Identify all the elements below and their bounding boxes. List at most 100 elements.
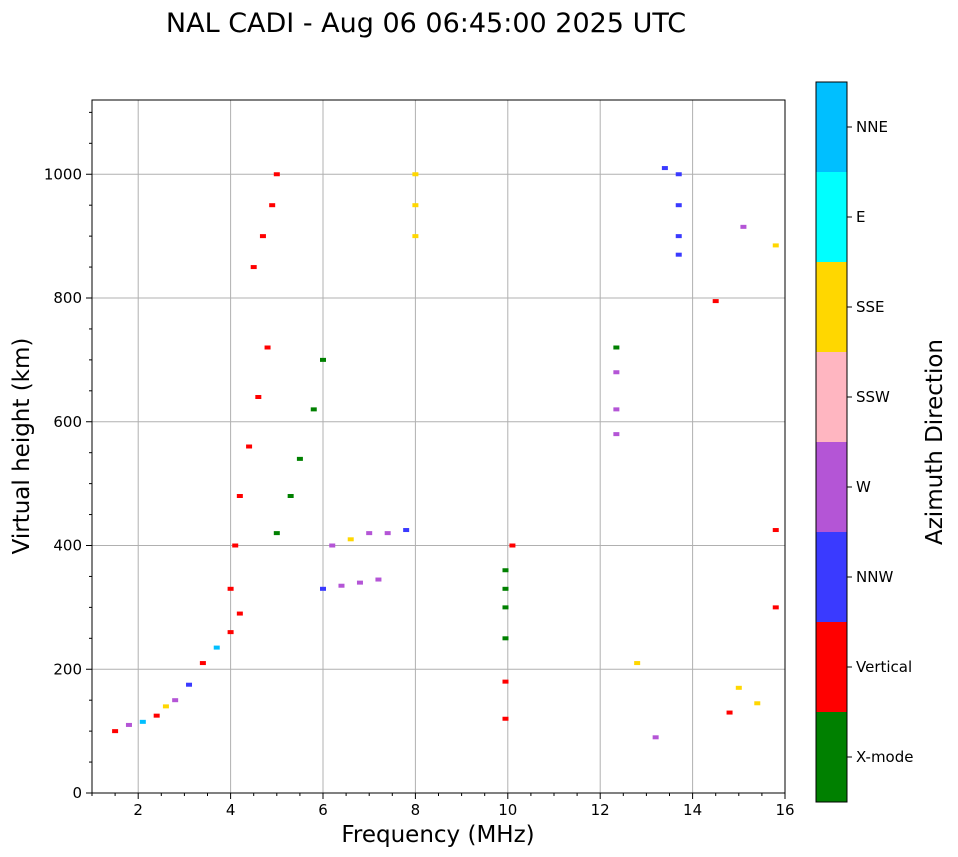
colorbar-segment-e — [816, 172, 847, 262]
echo-point-vertical — [502, 716, 509, 721]
colorbar-segment-ssw — [816, 352, 847, 442]
colorbar-label: Azimuth Direction — [922, 339, 948, 545]
x-axis-label: Frequency (MHz) — [341, 822, 534, 848]
echo-point-vertical — [227, 586, 234, 591]
x-tick-label: 10 — [498, 801, 517, 819]
echo-point-w — [740, 224, 747, 229]
echo-point-w — [172, 698, 179, 703]
x-tick-label: 4 — [226, 801, 236, 819]
y-tick-label: 0 — [72, 784, 82, 802]
echo-point-x-mode — [296, 456, 303, 461]
echo-point-w — [613, 432, 620, 437]
colorbar-tick-label: SSW — [856, 388, 890, 406]
echo-point-vertical — [712, 299, 719, 304]
data-points — [112, 166, 779, 740]
echo-point-vertical — [726, 710, 733, 715]
echo-point-nnw — [675, 172, 682, 177]
echo-point-nne — [139, 719, 146, 724]
echo-point-vertical — [153, 713, 160, 718]
echo-point-vertical — [264, 345, 271, 350]
echo-point-nne — [213, 645, 220, 650]
y-tick-label: 600 — [53, 413, 82, 431]
echo-point-sse — [735, 685, 742, 690]
echo-point-x-mode — [502, 605, 509, 610]
echo-point-w — [329, 543, 336, 548]
echo-point-w — [375, 577, 382, 582]
echo-point-nnw — [675, 203, 682, 208]
echo-point-vertical — [246, 444, 253, 449]
chart-title: NAL CADI - Aug 06 06:45:00 2025 UTC — [166, 8, 686, 39]
y-axis-label: Virtual height (km) — [9, 338, 35, 555]
echo-point-vertical — [250, 265, 257, 270]
echo-point-sse — [754, 701, 761, 706]
echo-point-vertical — [772, 605, 779, 610]
echo-point-sse — [162, 704, 169, 709]
echo-point-vertical — [236, 494, 243, 498]
echo-point-x-mode — [320, 357, 326, 362]
echo-point-vertical — [509, 543, 516, 548]
echo-point-x-mode — [310, 407, 317, 412]
y-tick-label: 400 — [53, 537, 82, 555]
echo-point-nnw — [675, 252, 682, 257]
echo-point-nnw — [661, 166, 668, 171]
echo-point-w — [356, 580, 363, 585]
echo-point-w — [613, 370, 620, 375]
echo-point-w — [366, 531, 373, 536]
echo-point-vertical — [112, 729, 119, 734]
echo-point-sse — [634, 661, 641, 666]
echo-point-nnw — [403, 528, 410, 533]
echo-point-vertical — [227, 630, 234, 635]
echo-point-x-mode — [502, 586, 509, 591]
grid-lines — [92, 100, 786, 794]
colorbar-tick-label: W — [856, 478, 871, 496]
echo-point-w — [652, 735, 659, 740]
x-tick-label: 6 — [318, 801, 328, 819]
echo-point-x-mode — [613, 345, 620, 350]
echo-point-sse — [347, 537, 354, 542]
x-tick-label: 2 — [133, 801, 143, 819]
colorbar-tick-label: SSE — [856, 298, 885, 316]
colorbar-tick-label: NNE — [856, 118, 888, 136]
echo-point-w — [338, 583, 345, 588]
colorbar-segment-nnw — [816, 532, 847, 622]
echo-point-sse — [412, 234, 419, 239]
colorbar-segment-nne — [816, 82, 847, 172]
echo-point-vertical — [772, 528, 779, 533]
x-tick-label: 16 — [775, 801, 794, 819]
echo-point-vertical — [232, 543, 239, 548]
echo-point-nnw — [320, 586, 326, 591]
y-tick-label: 1000 — [44, 165, 82, 183]
colorbar-tick-label: Vertical — [856, 658, 912, 676]
echo-point-vertical — [259, 234, 266, 239]
echo-point-nnw — [186, 682, 193, 687]
axis-ticks: 2 4 6 8 10 12 14 16 0 200 400 600 800 1000 — [44, 111, 795, 819]
echo-point-vertical — [273, 172, 280, 177]
colorbar-segment-w — [816, 442, 847, 532]
echo-point-vertical — [236, 611, 243, 616]
colorbar-segment-sse — [816, 262, 847, 352]
echo-point-vertical — [199, 661, 206, 666]
echo-point-sse — [412, 172, 419, 177]
colorbar-segment-vertical — [816, 622, 847, 712]
y-tick-label: 800 — [53, 289, 82, 307]
echo-point-x-mode — [273, 531, 280, 536]
colorbar-tick-label: E — [856, 208, 865, 226]
echo-point-w — [125, 722, 132, 727]
colorbar-segment-x-mode — [816, 712, 847, 802]
x-tick-label: 12 — [591, 801, 610, 819]
colorbar-tick-label: NNW — [856, 568, 893, 586]
echo-point-x-mode — [287, 494, 294, 498]
x-tick-label: 8 — [411, 801, 421, 819]
colorbar: X-mode Vertical NNW W SSW SSE E NNE — [816, 82, 913, 802]
echo-point-x-mode — [502, 568, 509, 573]
echo-point-sse — [772, 243, 779, 248]
echo-point-nnw — [675, 234, 682, 239]
colorbar-frame — [815, 81, 848, 803]
y-tick-label: 200 — [53, 660, 82, 678]
echo-point-vertical — [269, 203, 276, 208]
echo-point-vertical — [502, 679, 509, 684]
echo-point-sse — [412, 203, 419, 208]
echo-point-x-mode — [502, 636, 509, 641]
x-tick-label: 14 — [683, 801, 702, 819]
